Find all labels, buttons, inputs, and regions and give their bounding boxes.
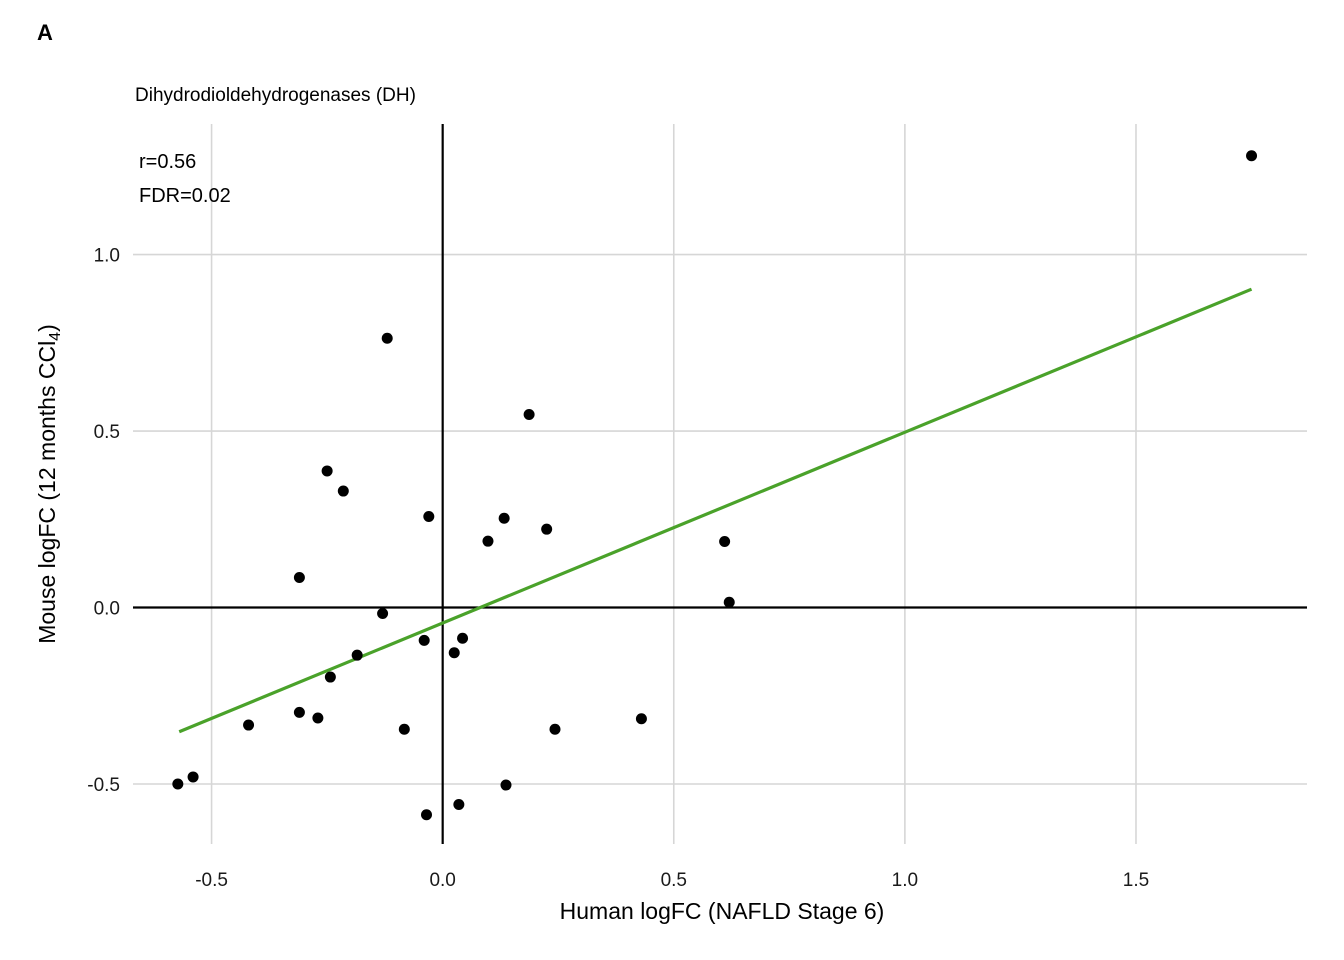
data-point-23 [549, 723, 561, 735]
y-axis-title-end: ) [34, 324, 60, 332]
zero-lines [133, 124, 1307, 844]
data-point-20 [635, 713, 647, 725]
data-point-10 [293, 572, 305, 584]
data-point-3 [321, 465, 333, 477]
data-point-18 [293, 706, 305, 718]
x-tick-label-2: 0.5 [661, 870, 687, 891]
x-tick-label-4: 1.5 [1123, 870, 1149, 891]
data-point-14 [418, 634, 430, 646]
data-point-9 [719, 536, 731, 548]
y-tick-label-0: -0.5 [87, 775, 120, 796]
x-tick-label-3: 1.0 [892, 870, 918, 891]
data-point-15 [448, 647, 460, 659]
x-gridlines [210, 124, 1137, 844]
fdr-annotation: FDR=0.02 [139, 185, 231, 207]
data-point-0 [1246, 150, 1258, 162]
panel-label: A [37, 20, 53, 45]
data-point-26 [500, 779, 512, 791]
data-point-12 [377, 608, 389, 620]
data-points [172, 150, 1258, 821]
data-point-19 [312, 712, 324, 724]
data-point-8 [482, 535, 494, 547]
data-point-21 [243, 719, 255, 731]
data-point-16 [351, 649, 363, 661]
data-point-2 [523, 408, 535, 420]
correlation-annotation: r=0.56 [139, 151, 196, 173]
y-axis-title-main: Mouse logFC (12 months CCl [34, 341, 60, 644]
x-tick-label-0: -0.5 [195, 870, 228, 891]
y-axis-title: Mouse logFC (12 months CCl4) [34, 324, 64, 644]
data-point-4 [337, 485, 349, 497]
data-point-17 [324, 671, 336, 683]
x-axis-title: Human logFC (NAFLD Stage 6) [560, 898, 885, 924]
y-tick-labels: -0.5 0.0 0.5 1.0 [87, 246, 120, 796]
y-tick-label-2: 0.5 [94, 422, 120, 443]
data-point-25 [172, 778, 184, 790]
x-tick-labels: -0.5 0.0 0.5 1.0 1.5 [195, 870, 1149, 891]
chart-title: Dihydrodioldehydrogenases (DH) [135, 85, 416, 106]
regression-line [178, 287, 1253, 734]
regression-line-layer [178, 287, 1253, 734]
data-point-7 [541, 523, 553, 535]
x-tick-label-1: 0.0 [429, 870, 455, 891]
data-point-11 [723, 596, 735, 608]
y-tick-label-1: 0.0 [94, 599, 120, 620]
y-axis-title-subscript: 4 [47, 332, 64, 341]
data-point-1 [381, 332, 393, 344]
y-tick-label-3: 1.0 [94, 246, 120, 267]
data-point-24 [187, 771, 199, 783]
data-point-13 [457, 632, 469, 644]
data-point-6 [498, 512, 510, 524]
data-point-5 [423, 510, 435, 522]
data-point-22 [398, 723, 410, 735]
y-gridlines [133, 253, 1307, 785]
data-point-28 [421, 809, 432, 821]
data-point-27 [453, 798, 465, 810]
